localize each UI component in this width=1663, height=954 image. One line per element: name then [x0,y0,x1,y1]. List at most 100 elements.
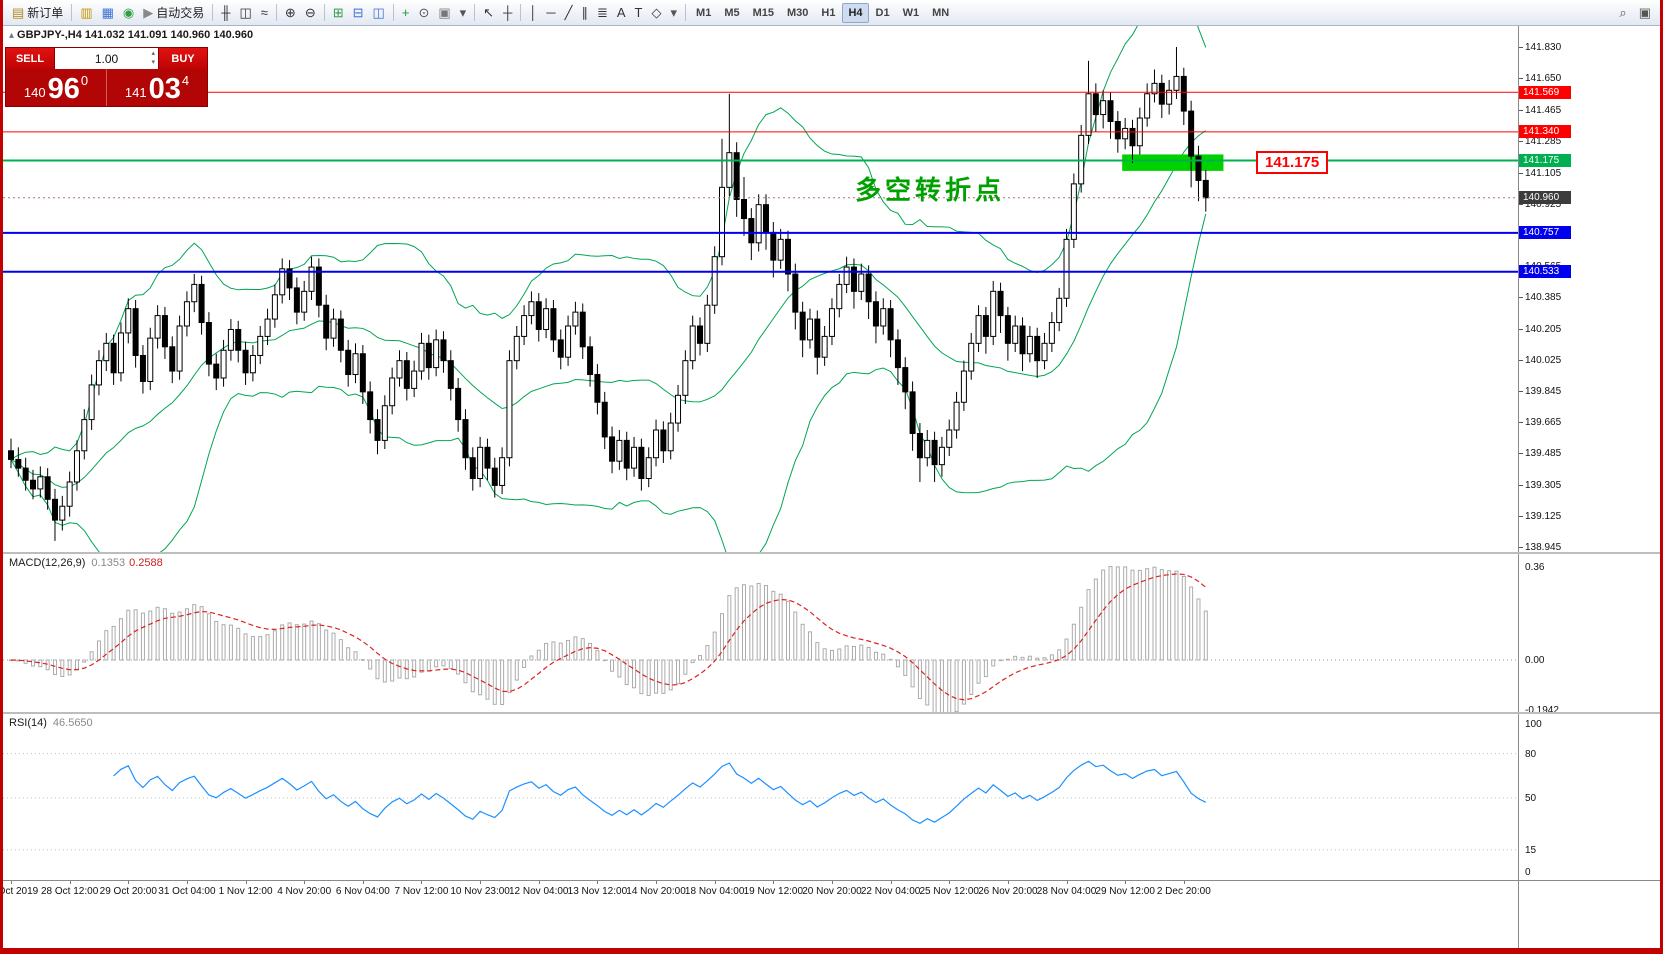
price-callout-box[interactable]: 141.175 [1256,151,1329,174]
lot-decrease-icon[interactable]: ▾ [151,59,155,66]
tf-m1[interactable]: M1 [696,6,712,19]
new-order-button[interactable]: ▤ 新订单 [8,3,67,23]
vertical-line-icon: │ [529,5,538,20]
macd-name: MACD(12,26,9) [9,557,86,569]
profiles-icon[interactable]: ▦ [98,3,118,23]
trendline-icon[interactable]: ╱ [561,3,577,23]
price-tick-label: 140.025 [1525,354,1562,366]
fibonacci-icon: ≣ [596,5,608,20]
line-chart-icon[interactable]: ≈ [257,3,272,23]
lot-size-value: 1.00 [94,51,119,66]
templates-icon[interactable]: ▣ [434,3,454,23]
periods-icon: ⊙ [418,5,430,20]
zoom-out-icon[interactable]: ⊖ [301,3,320,23]
window-border-right [1660,0,1663,954]
main-chart-canvas[interactable] [3,26,1518,552]
crosshair-icon[interactable]: ┼ [499,3,516,23]
cursor-icon[interactable]: ↖ [479,3,498,23]
sell-price-main: 96 [47,73,80,105]
trendline-icon: ╱ [564,5,573,20]
price-tick-mark [1519,172,1523,174]
arrange-horizontal-icon[interactable]: ⊟ [349,3,368,23]
macd-label: MACD(12,26,9) 0.1353 0.2588 [9,557,163,569]
market-watch-icon[interactable]: ◉ [119,3,138,23]
date-tick-mark [421,880,423,884]
lot-increase-icon[interactable]: ▴ [151,50,155,57]
sell-button[interactable]: SELL [6,48,55,69]
date-tick-mark [1007,880,1009,884]
date-label: 28 Nov 04:00 [1036,886,1097,897]
tf-m5[interactable]: M5 [724,6,740,19]
equidistant-channel-icon[interactable]: ∥ [577,3,592,23]
price-tick-mark [1519,141,1523,143]
tf-h1[interactable]: H1 [821,6,836,19]
text-label-icon[interactable]: T [631,3,647,23]
bar-chart-icon[interactable]: ╫ [217,3,234,23]
date-tick-mark [304,880,306,884]
price-tick-label: 141.105 [1525,167,1562,179]
tf-h4[interactable]: H4 [842,2,869,23]
tf-w1[interactable]: W1 [902,6,920,19]
macd-canvas [3,566,1518,712]
date-label: 25 Nov 12:00 [919,886,979,897]
date-tick-mark [949,880,951,884]
zoom-in-icon[interactable]: ⊕ [281,3,300,23]
vertical-line-icon[interactable]: │ [525,3,541,23]
rsi-canvas [3,753,1518,851]
price-axis[interactable]: 141.830 141.650 141.465 141.285 141.105 140.9… [1518,26,1660,948]
main-chart[interactable]: ▴ GBPJPY-,H4 141.032 141.091 140.960 140.… [3,26,1518,552]
text-icon[interactable]: A [613,3,630,23]
toolbar-separator [212,4,214,21]
highlight-rectangle[interactable] [1122,154,1224,171]
date-label: 31 Oct 04:00 [158,886,216,897]
search-icon[interactable]: ⌕ [1619,4,1627,20]
profiles-icon: ▦ [101,5,114,20]
fibonacci-icon[interactable]: ≣ [593,3,612,23]
tf-mn[interactable]: MN [932,6,950,19]
tile-windows-icon[interactable]: ⊞ [329,3,348,23]
autotrading-button[interactable]: ▶ 自动交易 [139,3,208,23]
templates-dropdown-icon: ▾ [459,5,467,20]
arrows-dropdown-icon[interactable]: ▾ [667,3,682,23]
charts-bar-icon[interactable]: ▥ [76,3,96,23]
horizontal-lines-layer[interactable] [3,91,1518,273]
lot-size-field[interactable]: 1.00 ▴ ▾ [55,48,158,69]
date-tick-mark [245,880,247,884]
macd-panel[interactable]: MACD(12,26,9) 0.1353 0.2588 [3,554,1518,712]
date-label: 29 Nov 12:00 [1095,886,1155,897]
symbol-ohlc-text: GBPJPY-,H4 141.032 141.091 140.960 140.9… [17,29,254,41]
buy-price[interactable]: 141 03 4 [107,69,207,106]
candlestick-chart-icon[interactable]: ◫ [235,3,255,23]
panel-collapse-icon[interactable]: ▴ [9,30,15,41]
periods-icon[interactable]: ⊙ [414,3,433,23]
price-tick-mark [1519,78,1523,80]
toolbar-separator [71,4,73,21]
new-window-icon[interactable]: ▣ [1638,4,1651,20]
toolbar-separator [685,4,687,21]
date-tick-mark [480,880,482,884]
panel-separator[interactable] [3,552,1660,554]
horizontal-line-icon[interactable]: ─ [542,3,559,23]
chart-annotation-text[interactable]: 多空转折点 [855,175,1006,205]
arrange-vertical-icon[interactable]: ◫ [369,3,389,23]
price-divider [106,69,107,106]
rsi-panel[interactable]: RSI(14) 46.5650 [3,714,1518,880]
price-tick-label: 141.650 [1525,73,1562,85]
buy-button[interactable]: BUY [158,48,207,69]
price-tick-mark [1519,203,1523,205]
templates-dropdown-icon[interactable]: ▾ [456,3,471,23]
buy-price-main: 03 [148,73,181,105]
sell-price[interactable]: 140 96 0 [6,69,106,106]
price-tick-label: 141.465 [1525,105,1562,117]
arrows-icon[interactable]: ◇ [648,3,666,23]
panel-separator[interactable] [3,712,1660,714]
tf-m30[interactable]: M30 [787,6,809,19]
indicators-add-icon[interactable]: + [398,3,414,23]
rsi-label: RSI(14) 46.5650 [9,717,93,729]
tf-d1[interactable]: D1 [875,6,890,19]
tf-m15[interactable]: M15 [752,6,774,19]
text-icon: A [616,5,626,20]
candles-layer[interactable] [8,46,1209,541]
